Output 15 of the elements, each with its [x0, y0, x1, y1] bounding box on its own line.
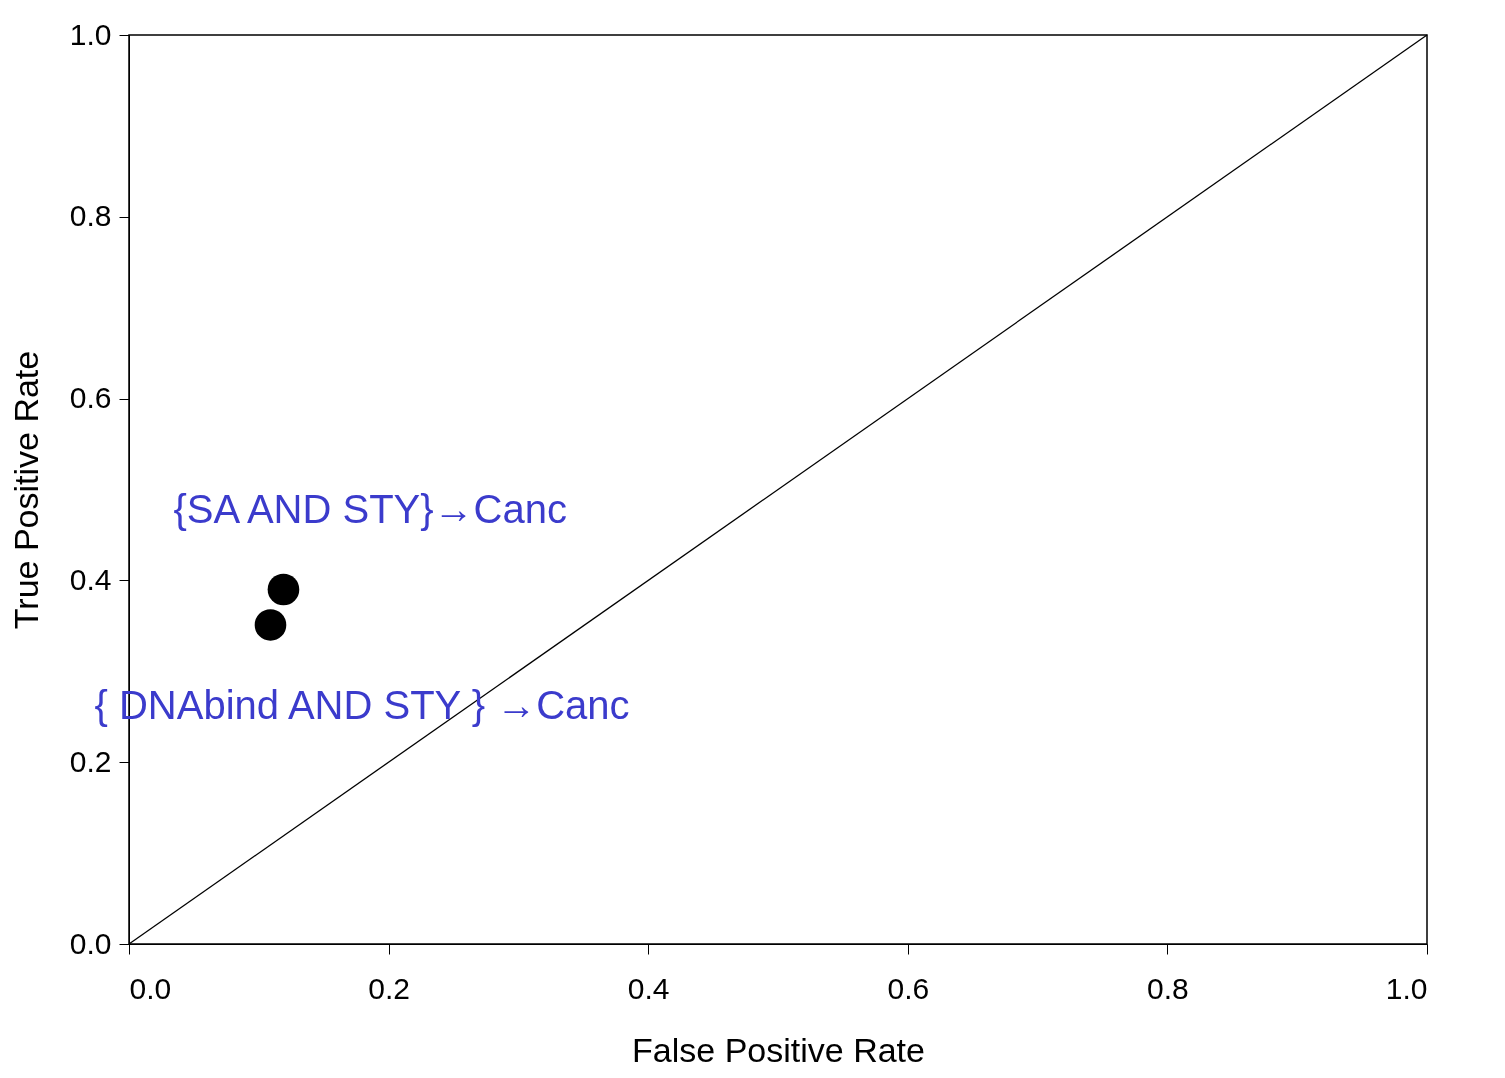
y-tick-label: 0.4: [69, 562, 112, 596]
x-tick-label: 0.8: [1147, 971, 1189, 1005]
x-tick-label: 0.0: [129, 971, 172, 1005]
y-tick-label: 1.0: [69, 17, 112, 51]
y-tick-label: 0.2: [69, 744, 112, 778]
y-tick-label: 0.0: [69, 926, 112, 960]
x-axis-title: False Positive Rate: [632, 1030, 925, 1069]
x-tick-label: 0.6: [887, 971, 930, 1005]
x-tick-label: 1.0: [1385, 971, 1428, 1005]
y-tick-label: 0.8: [69, 199, 112, 233]
x-tick-label: 0.4: [627, 971, 670, 1005]
x-tick-label: 0.2: [368, 971, 410, 1005]
y-tick-label: 0.6: [69, 381, 112, 415]
y-axis-title: True Positive Rate: [6, 350, 45, 630]
annotation: {SA AND STY}→Canc: [173, 487, 567, 532]
